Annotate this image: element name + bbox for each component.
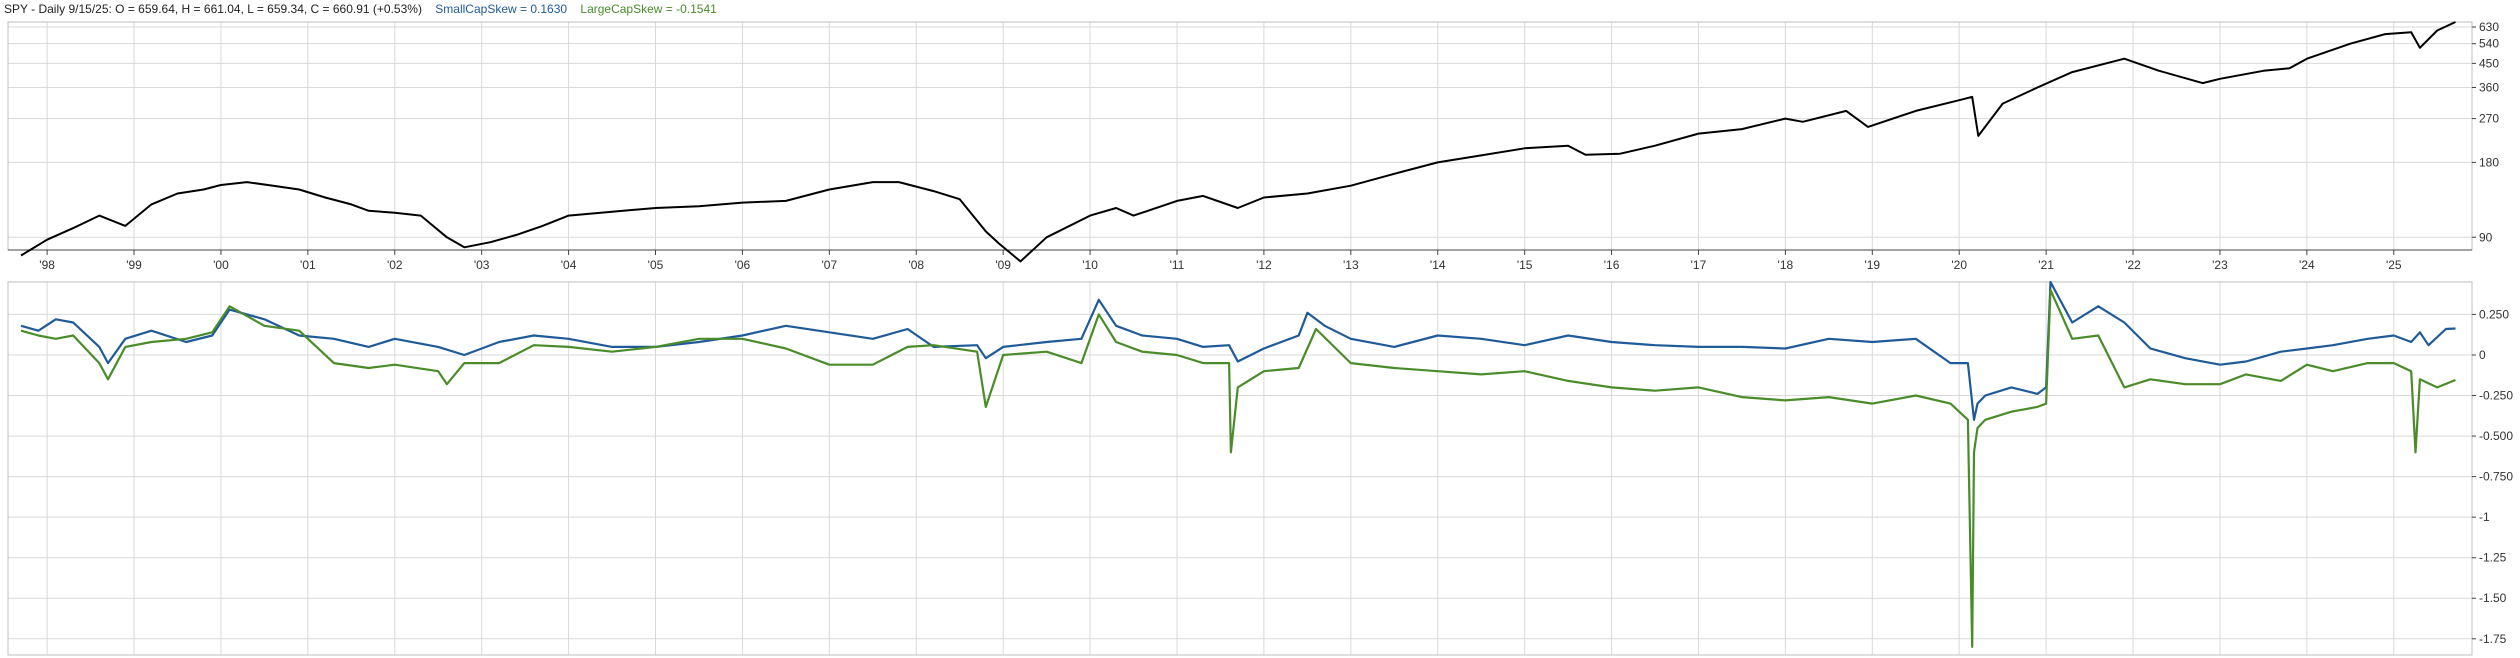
- x-tick-label: '21: [2038, 258, 2054, 272]
- price-panel-grid: [8, 22, 2472, 250]
- x-tick-label: '06: [735, 258, 751, 272]
- y-tick-label: -1.75: [2479, 632, 2507, 646]
- chart-header: SPY - Daily 9/15/25: O = 659.64, H = 661…: [4, 2, 727, 16]
- x-tick-label: '17: [1691, 258, 1707, 272]
- x-tick-label: '23: [2212, 258, 2228, 272]
- large-cap-skew-line: [20, 289, 2456, 648]
- skew-panel-frame: [7, 281, 2473, 656]
- skew-y-axis: 0.250 0 -0.250 -0.500 -0.750 -1 -1.25 -1.50 -1.7…: [2472, 307, 2513, 646]
- y-tick-label: 90: [2479, 230, 2493, 244]
- small-cap-skew-line: [20, 280, 2456, 421]
- x-tick-label: '00: [213, 258, 229, 272]
- x-tick-label: '19: [1864, 258, 1880, 272]
- x-tick-label: '20: [1951, 258, 1967, 272]
- price-y-axis: 630 540 450 360 270 180 90: [2472, 20, 2499, 244]
- y-tick-label: 630: [2479, 20, 2499, 34]
- y-tick-label: 270: [2479, 112, 2499, 126]
- x-tick-label: '98: [39, 258, 55, 272]
- y-tick-label: -0.250: [2479, 389, 2513, 403]
- x-tick-label: '13: [1343, 258, 1359, 272]
- y-tick-label: 450: [2479, 56, 2499, 70]
- small-cap-skew-legend: SmallCapSkew = 0.1630: [435, 2, 568, 16]
- y-tick-label: -0.500: [2479, 429, 2513, 443]
- x-tick-label: '24: [2299, 258, 2315, 272]
- spy-price-line: [20, 21, 2456, 263]
- x-tick-label: '03: [474, 258, 490, 272]
- x-tick-label: '07: [822, 258, 838, 272]
- y-tick-label: -1.50: [2479, 591, 2507, 605]
- y-tick-label: -0.750: [2479, 470, 2513, 484]
- price-panel-frame: [7, 21, 2473, 251]
- x-tick-label: '15: [1517, 258, 1533, 272]
- x-tick-label: '09: [995, 258, 1011, 272]
- y-tick-label: 180: [2479, 155, 2499, 169]
- panel-frames: [7, 21, 2473, 656]
- date-x-axis: '98 '99 '00 '01 '02 '03 '04 '05 '06 '07 '08 '09 '10 '…: [39, 250, 2402, 272]
- price-panel-series: [20, 21, 2456, 263]
- x-tick-label: '08: [908, 258, 924, 272]
- y-tick-label: -1: [2479, 510, 2490, 524]
- x-tick-label: '02: [387, 258, 403, 272]
- y-tick-label: 0.250: [2479, 307, 2509, 321]
- x-tick-label: '11: [1170, 258, 1185, 272]
- x-tick-label: '18: [1778, 258, 1794, 272]
- x-tick-label: '04: [561, 258, 577, 272]
- x-tick-label: '22: [2125, 258, 2141, 272]
- x-tick-label: '25: [2386, 258, 2402, 272]
- x-tick-label: '16: [1604, 258, 1620, 272]
- x-tick-label: '99: [126, 258, 142, 272]
- x-tick-label: '12: [1256, 258, 1272, 272]
- x-tick-label: '10: [1082, 258, 1098, 272]
- ohlc-readout: SPY - Daily 9/15/25: O = 659.64, H = 661…: [4, 2, 422, 16]
- y-tick-label: 360: [2479, 80, 2499, 94]
- y-tick-label: 0: [2479, 348, 2486, 362]
- x-tick-label: '01: [300, 258, 316, 272]
- y-tick-label: -1.25: [2479, 551, 2507, 565]
- x-tick-label: '05: [648, 258, 664, 272]
- skew-panel-series: [20, 280, 2456, 648]
- x-tick-label: '14: [1430, 258, 1446, 272]
- skew-panel-grid: [8, 282, 2472, 655]
- y-tick-label: 540: [2479, 37, 2499, 51]
- large-cap-skew-legend: LargeCapSkew = -0.1541: [580, 2, 717, 16]
